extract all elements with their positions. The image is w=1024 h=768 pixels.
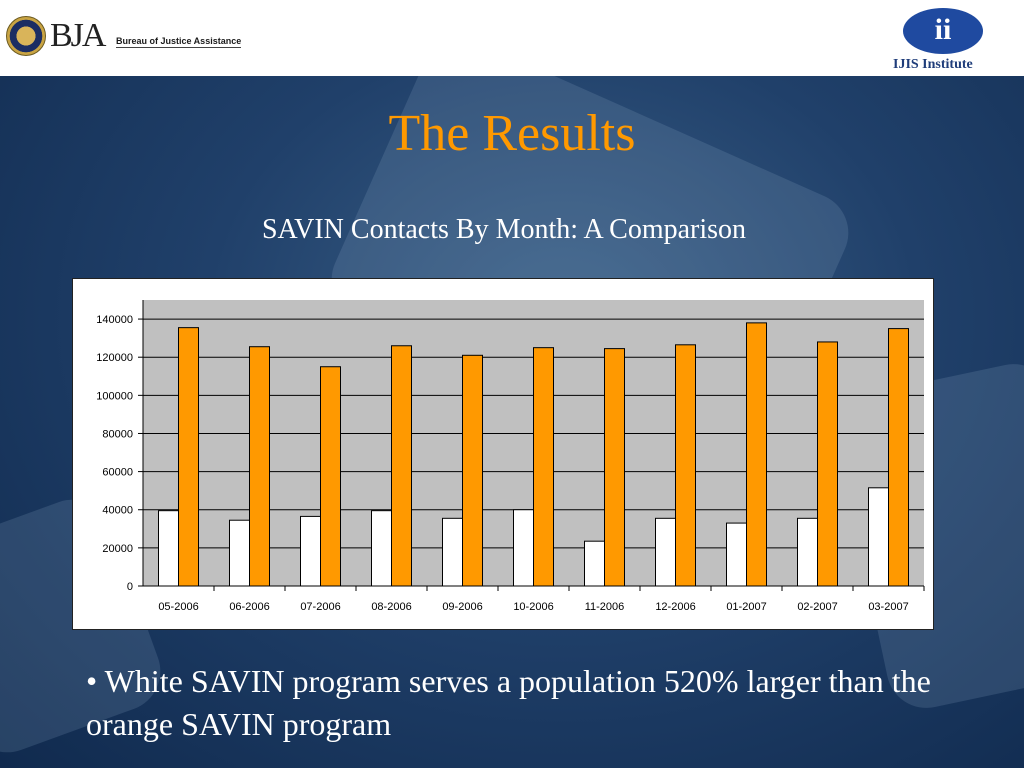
slide-title: The Results xyxy=(388,105,636,162)
bar-orange-series xyxy=(675,344,696,587)
header-bar: BJA Bureau of Justice Assistance ii IJIS… xyxy=(0,0,1024,76)
bar-white-series xyxy=(442,517,463,587)
bar-orange-series xyxy=(533,347,554,587)
y-tick-label: 60000 xyxy=(102,467,133,479)
bar-white-series xyxy=(868,487,889,587)
bar-orange-series xyxy=(746,322,767,587)
bar-orange-series xyxy=(604,348,625,587)
x-tick-label: 09-2006 xyxy=(442,601,482,613)
y-tick-label: 80000 xyxy=(102,428,133,440)
chart-container: 0 20000 40000 60000 80000 100000 120000 140000 0… xyxy=(72,278,934,630)
bar-orange-series xyxy=(249,346,270,587)
bar-white-series xyxy=(158,510,179,587)
doj-seal-icon xyxy=(6,16,46,56)
bar-white-series xyxy=(797,517,818,587)
bar-white-series xyxy=(371,510,392,587)
y-tick-label: 120000 xyxy=(96,352,133,364)
y-tick-label: 40000 xyxy=(102,505,133,517)
x-tick-label: 03-2007 xyxy=(868,601,908,613)
bar-orange-series xyxy=(178,327,199,587)
bar-white-series xyxy=(726,522,747,587)
chart-subtitle: SAVIN Contacts By Month: A Comparison xyxy=(261,214,747,245)
bar-orange-series xyxy=(817,341,838,587)
x-tick-label: 06-2006 xyxy=(229,601,269,613)
slide-area: The Results SAVIN Contacts By Month: A C… xyxy=(0,76,1024,768)
x-tick-label: 11-2006 xyxy=(585,601,625,613)
bja-name: Bureau of Justice Assistance xyxy=(116,36,242,48)
bar-chart: 0 20000 40000 60000 80000 100000 120000 140000 0… xyxy=(96,300,925,613)
bar-white-series xyxy=(300,515,321,587)
y-tick-label: 140000 xyxy=(96,314,133,326)
x-tick-label: 10-2006 xyxy=(513,601,553,613)
bar-white-series xyxy=(584,540,605,587)
y-tick-label: 20000 xyxy=(102,543,133,555)
y-tick-label: 100000 xyxy=(96,390,133,402)
bar-white-series xyxy=(655,517,676,587)
bar-orange-series xyxy=(462,354,483,587)
bar-white-series xyxy=(513,509,534,587)
bar-orange-series xyxy=(888,328,909,587)
x-tick-label: 05-2006 xyxy=(158,601,198,613)
bja-logo: BJA xyxy=(50,17,106,54)
x-tick-label: 12-2006 xyxy=(655,601,695,613)
ijis-logo-icon: ii xyxy=(903,8,983,54)
bar-orange-series xyxy=(391,345,412,587)
x-tick-label: 01-2007 xyxy=(726,601,766,613)
bar-orange-series xyxy=(320,366,341,587)
bullet-point: • White SAVIN program serves a populatio… xyxy=(86,663,931,742)
y-tick-label: 0 xyxy=(127,581,133,593)
ijis-name: IJIS Institute xyxy=(893,57,973,72)
x-tick-label: 08-2006 xyxy=(371,601,411,613)
x-tick-label: 02-2007 xyxy=(797,601,837,613)
x-tick-label: 07-2006 xyxy=(300,601,340,613)
bar-white-series xyxy=(229,519,250,587)
